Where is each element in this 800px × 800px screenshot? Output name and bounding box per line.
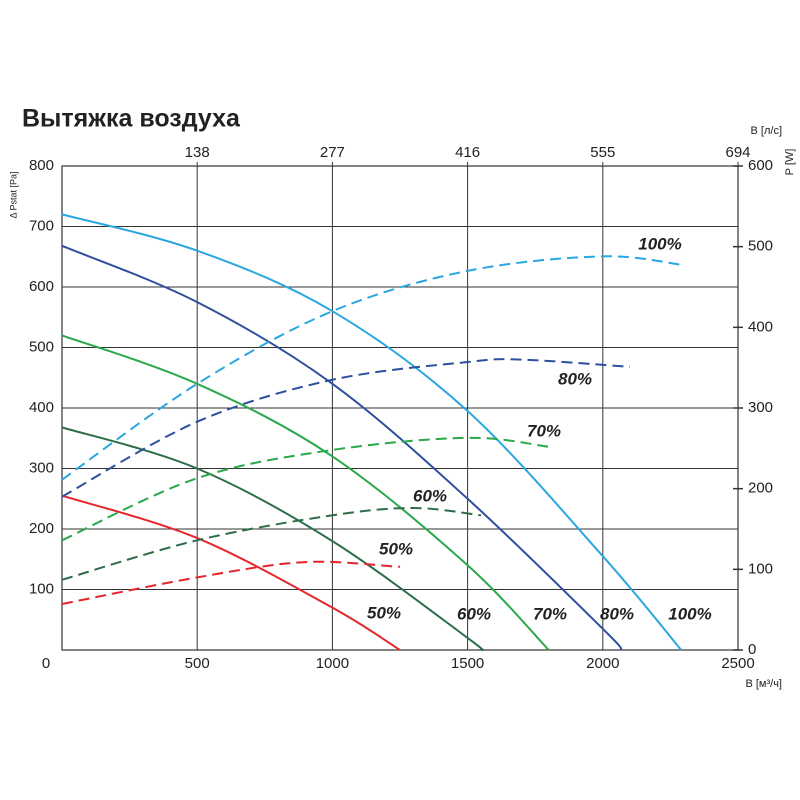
x2-tick-label: 555 (590, 144, 615, 161)
series-line (61, 507, 482, 581)
chart-title: Вытяжка воздуха (22, 105, 241, 133)
x-tick-label: 1500 (451, 655, 484, 672)
x2-tick-label: 277 (320, 144, 345, 161)
y-tick-label: 600 (29, 278, 54, 295)
x-tick-label: 2500 (721, 655, 754, 672)
y2-tick-label: 600 (748, 157, 773, 174)
series-line (61, 244, 623, 651)
y-tick-label: 100 (29, 580, 54, 597)
y2-tick-label: 200 (748, 480, 773, 497)
series-label: 60% (413, 486, 447, 505)
y-tick-label: 400 (29, 399, 54, 416)
y2-tick-label: 500 (748, 238, 773, 255)
y-tick-label: 800 (29, 157, 54, 174)
x2-axis-label: B [л/с] (751, 125, 782, 137)
y-tick-label: 500 (29, 338, 54, 355)
y2-tick-label: 300 (748, 399, 773, 416)
series-line (61, 426, 484, 652)
series-label: 50% (367, 603, 401, 622)
y2-axis-label: P [W] (784, 149, 796, 176)
series-line (61, 560, 401, 606)
x-tick-label: 2000 (586, 655, 619, 672)
y-tick-label: 300 (29, 459, 54, 476)
series-label: 80% (600, 604, 634, 623)
y2-tick-label: 400 (748, 318, 773, 335)
y2-tick-label: 0 (748, 641, 756, 658)
series-label: 80% (558, 369, 592, 388)
series-label: 100% (668, 604, 711, 623)
x-tick-label: 1000 (316, 655, 349, 672)
y-axis-label: Δ Pstat [Pa] (8, 171, 18, 218)
series-line (61, 213, 682, 651)
y-tick-label: 200 (29, 520, 54, 537)
series-line (61, 334, 550, 651)
y-tick-label: 700 (29, 217, 54, 234)
x-tick-label: 0 (42, 655, 50, 672)
x2-tick-label: 138 (185, 144, 210, 161)
series-line (61, 358, 630, 498)
series-label: 100% (638, 234, 681, 253)
x-tick-label: 500 (185, 655, 210, 672)
series-label: 50% (379, 539, 413, 558)
x2-tick-label: 694 (725, 144, 750, 161)
series-line (61, 494, 401, 651)
y2-tick-label: 100 (748, 560, 773, 577)
x-axis-label: B [м³/ч] (745, 678, 782, 690)
series-label: 70% (527, 421, 561, 440)
series-line (61, 255, 685, 481)
x2-tick-label: 416 (455, 144, 480, 161)
series-label: 60% (457, 604, 491, 623)
series-label: 70% (533, 604, 567, 623)
series-line (61, 436, 549, 542)
